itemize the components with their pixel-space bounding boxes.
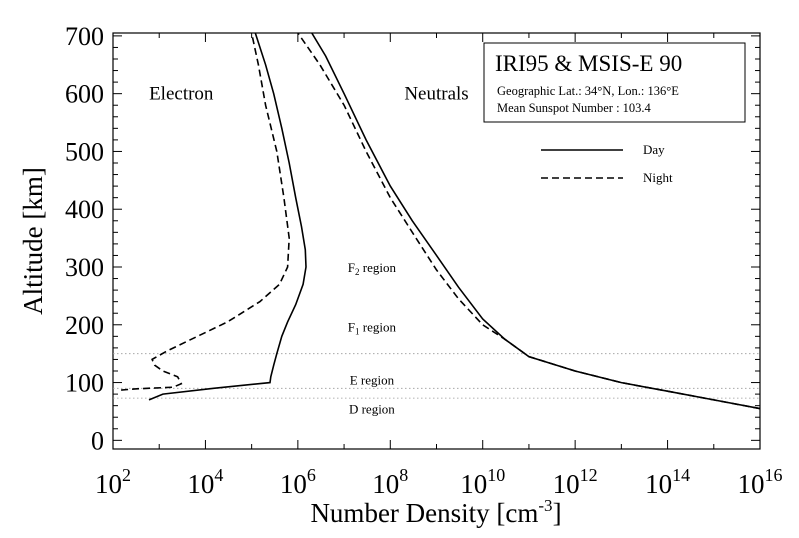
region-label-f2: F2 region [348,260,397,277]
x-tick-label-2: 102 [95,465,131,499]
legend-day-label: Day [643,142,665,157]
x-tick-exponent: 4 [214,465,223,485]
x-tick-label-16: 1016 [738,465,783,499]
x-tick-base: 10 [187,469,214,499]
curve-neutrals-day [311,33,760,410]
y-axis-label: Altitude [km] [18,167,48,315]
x-axis-ticks: 102 104 106 108 1010 1012 1014 1016 [95,33,783,499]
region-suffix: E region [350,373,395,388]
x-axis-label-exponent: -3 [538,496,552,515]
x-tick-exponent: 14 [672,465,690,485]
x-tick-label-4: 104 [187,465,223,499]
region-label-f1: F1 region [348,320,397,337]
region-suffix: region [360,320,397,335]
region-label-e: E region [350,373,395,388]
x-tick-base: 10 [645,469,672,499]
y-axis-ticks: 0 100 200 300 400 500 600 700 [65,22,760,455]
y-tick-label-400: 400 [65,195,104,224]
legend-night-label: Night [643,170,673,185]
legend: Day Night [541,142,673,185]
x-tick-base: 10 [460,469,487,499]
region-boundaries [113,353,760,399]
curve-labels: Electron Neutrals [149,84,469,105]
x-tick-base: 10 [738,469,765,499]
curve-electron-night [121,33,291,391]
x-tick-base: 10 [553,469,580,499]
info-location: Geographic Lat.: 34°N, Lon.: 136°E [497,84,679,98]
x-tick-base: 10 [372,469,399,499]
region-label-d: D region [349,402,395,417]
x-tick-exponent: 2 [122,465,131,485]
x-tick-exponent: 12 [580,465,598,485]
x-tick-label-6: 106 [280,465,316,499]
x-tick-exponent: 10 [487,465,505,485]
x-axis-label-close: ] [553,498,562,528]
x-tick-label-8: 108 [372,465,408,499]
chart-title: IRI95 & MSIS-E 90 [495,51,682,76]
y-tick-label-500: 500 [65,137,104,166]
region-subscript: 1 [355,327,360,337]
x-axis-label-text: Number Density [cm [310,498,538,528]
y-tick-label-700: 700 [65,22,104,51]
x-tick-label-14: 1014 [645,465,690,499]
region-suffix: D region [349,402,395,417]
x-tick-label-10: 1010 [460,465,505,499]
x-tick-base: 10 [280,469,307,499]
x-tick-exponent: 6 [307,465,316,485]
y-tick-label-300: 300 [65,253,104,282]
info-sunspot: Mean Sunspot Number : 103.4 [497,101,652,115]
curve-neutrals-night [297,33,760,410]
x-tick-label-12: 1012 [553,465,598,499]
curve-label-electron: Electron [149,84,214,105]
y-tick-label-200: 200 [65,311,104,340]
x-tick-exponent: 16 [765,465,783,485]
curve-label-neutrals: Neutrals [404,84,468,105]
region-subscript: 2 [355,267,360,277]
info-box: IRI95 & MSIS-E 90 Geographic Lat.: 34°N,… [483,42,746,123]
curve-electron-day [148,33,307,401]
region-prefix: F [348,260,355,275]
region-suffix: region [360,260,397,275]
density-curves [121,33,760,410]
x-axis-label: Number Density [cm-3] [310,496,561,528]
y-tick-label-100: 100 [65,369,104,398]
y-tick-label-0: 0 [91,426,104,455]
x-tick-exponent: 8 [399,465,408,485]
region-prefix: F [348,320,355,335]
y-tick-label-600: 600 [65,80,104,109]
x-tick-base: 10 [95,469,122,499]
info-box-frame [483,42,746,123]
